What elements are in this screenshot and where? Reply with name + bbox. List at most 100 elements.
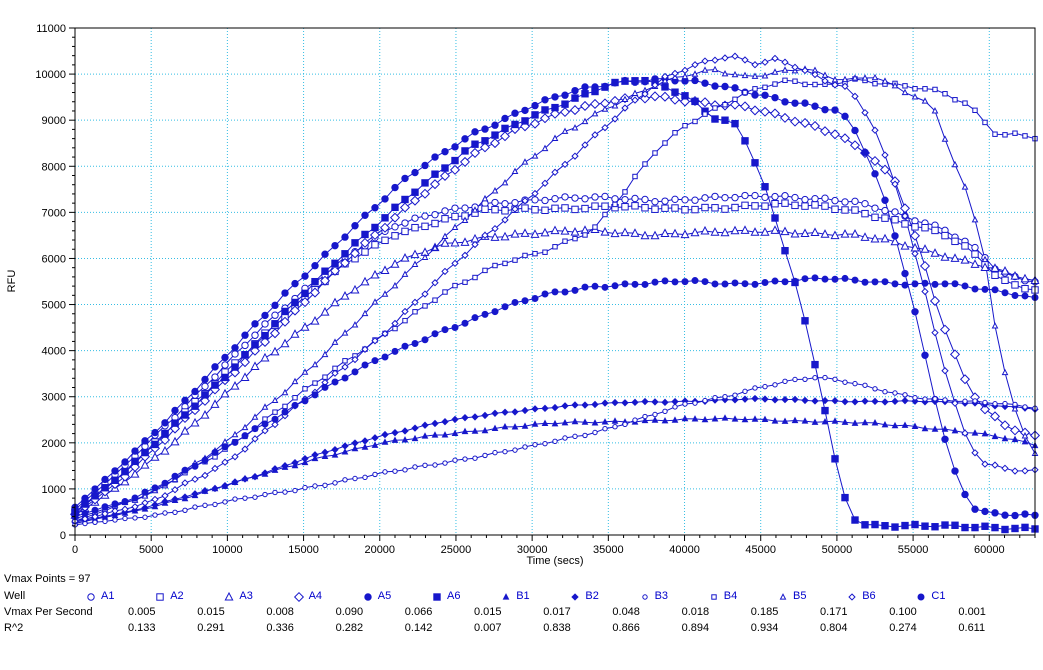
circle-marker <box>511 199 519 207</box>
triangle-marker <box>931 107 939 114</box>
circle-marker <box>601 192 609 201</box>
circle-marker <box>651 198 659 206</box>
triangle-marker <box>321 350 329 358</box>
square-marker <box>781 246 789 255</box>
circle-marker <box>282 489 288 495</box>
square-marker <box>871 213 879 222</box>
circle-marker <box>561 193 569 201</box>
diamond-marker <box>651 81 659 89</box>
triangle-marker <box>981 255 989 263</box>
circle-marker <box>642 413 648 420</box>
diamond-marker <box>261 427 269 435</box>
square-marker <box>171 419 179 427</box>
triangle-marker <box>1000 266 1010 275</box>
diamond-marker <box>671 397 679 406</box>
circle-marker <box>492 449 498 456</box>
circle-marker <box>382 469 388 475</box>
square-marker <box>411 188 419 196</box>
circle-marker <box>661 197 669 205</box>
triangle-marker <box>461 427 469 435</box>
triangle-marker <box>661 76 669 84</box>
triangle-marker <box>291 377 299 385</box>
diamond-marker <box>349 248 361 259</box>
circle-marker <box>711 82 719 90</box>
square-marker <box>491 131 499 139</box>
diamond-marker <box>939 324 951 335</box>
square-marker <box>572 235 578 242</box>
square-marker <box>462 279 468 285</box>
circle-marker <box>682 401 688 407</box>
diamond-marker <box>441 267 449 276</box>
circle-marker <box>391 223 399 231</box>
circle-marker <box>931 280 939 288</box>
square-marker <box>322 374 328 380</box>
triangle-marker <box>141 492 149 499</box>
circle-marker <box>312 483 318 489</box>
circle-marker <box>631 280 639 288</box>
circle-marker <box>942 397 948 403</box>
circle-marker <box>521 106 529 115</box>
circle-marker <box>321 250 329 258</box>
square-marker <box>941 231 949 240</box>
circle-marker <box>102 518 108 525</box>
circle-marker <box>811 274 819 282</box>
circle-marker <box>161 419 169 427</box>
square-marker <box>961 242 969 250</box>
circle-marker <box>221 361 229 369</box>
diamond-marker <box>831 397 839 405</box>
triangle-marker <box>890 236 900 246</box>
triangle-marker <box>870 233 880 243</box>
circle-marker <box>201 375 209 384</box>
circle-marker <box>332 480 338 486</box>
square-marker <box>111 476 119 485</box>
triangle-marker <box>940 252 950 261</box>
triangle-marker <box>411 260 419 267</box>
triangle-marker <box>500 231 510 241</box>
circle-marker <box>412 464 418 470</box>
diamond-marker <box>551 168 559 176</box>
circle-marker <box>842 379 848 385</box>
diamond-marker <box>441 418 449 426</box>
circle-marker <box>811 102 819 110</box>
diamond-marker <box>341 442 349 450</box>
circle-marker <box>581 283 589 291</box>
diamond-marker <box>829 129 841 140</box>
circle-marker <box>1001 511 1009 519</box>
triangle-marker <box>511 423 519 430</box>
diamond-marker <box>601 399 609 407</box>
circle-marker <box>552 438 558 445</box>
diamond-marker <box>319 275 331 286</box>
triangle-marker <box>1020 273 1030 283</box>
circle-marker <box>471 128 479 136</box>
triangle-marker <box>711 415 719 422</box>
square-marker <box>371 241 379 249</box>
circle-marker <box>121 497 129 505</box>
triangle-marker <box>471 427 479 434</box>
square-marker <box>601 83 609 91</box>
square-marker <box>251 341 259 349</box>
diamond-marker <box>581 401 589 409</box>
circle-marker <box>871 204 879 212</box>
square-marker <box>731 119 739 128</box>
square-marker <box>931 226 939 235</box>
circle-marker <box>352 475 358 482</box>
triangle-marker <box>731 70 739 78</box>
diamond-marker <box>909 230 921 241</box>
triangle-marker <box>561 418 569 426</box>
diamond-marker <box>679 96 691 107</box>
circle-marker <box>722 393 728 400</box>
square-marker <box>901 220 909 228</box>
diamond-marker <box>469 147 481 158</box>
diamond-marker <box>589 98 601 109</box>
circle-marker <box>802 376 808 382</box>
triangle-marker <box>341 448 349 455</box>
circle-marker <box>762 383 768 390</box>
circle-marker <box>202 502 208 509</box>
square-marker <box>671 204 679 212</box>
triangle-marker <box>630 228 640 237</box>
square-marker <box>341 250 349 258</box>
triangle-marker <box>670 228 680 238</box>
triangle-marker <box>150 452 160 461</box>
diamond-marker <box>851 92 859 100</box>
diamond-marker <box>881 151 889 159</box>
